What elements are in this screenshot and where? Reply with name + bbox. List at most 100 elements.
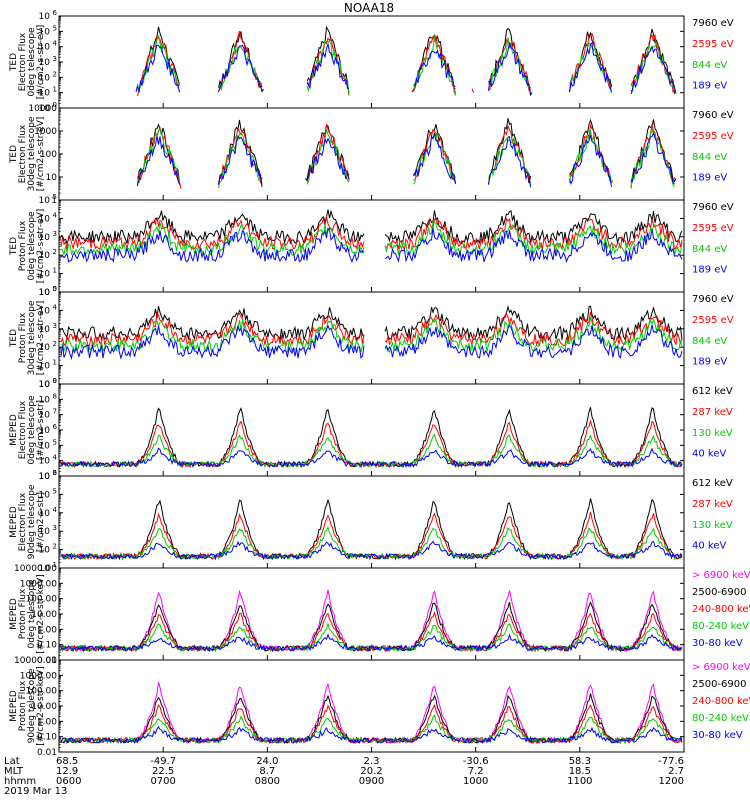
- legend-entry: 287 keV: [692, 499, 733, 510]
- y-axis-label: [#/cm2-s-str-keV]: [36, 574, 46, 653]
- y-axis-label: [#/cm2-s-str-eV]: [36, 209, 46, 284]
- y-tick-exponent: 6: [53, 469, 58, 477]
- legend-entry: 80-240 keV: [692, 713, 749, 724]
- y-tick-exponent: 1: [53, 267, 57, 275]
- y-tick-exponent: 3: [53, 322, 57, 330]
- x-row-label: MLT: [4, 766, 24, 777]
- y-axis-label: Proton Flux: [18, 312, 28, 363]
- legend-entry: 2500-6900: [692, 679, 747, 690]
- legend-entry: 30-80 keV: [692, 730, 743, 741]
- y-tick-exponent: 3: [53, 230, 57, 238]
- y-tick-label: 10.00: [31, 702, 57, 712]
- y-axis-label: 90deg telescope: [27, 668, 37, 743]
- series-trace: [60, 611, 683, 653]
- legend-entry: 30-80 keV: [692, 638, 743, 649]
- y-tick-exponent: 3: [53, 469, 57, 477]
- y-axis-label: Electron Flux: [18, 32, 28, 91]
- y-tick-exponent: 1: [53, 359, 57, 367]
- legend-entry: > 6900 keV: [692, 662, 750, 673]
- y-tick-exponent: 1: [53, 561, 57, 569]
- legend-entry: > 6900 keV: [692, 570, 750, 581]
- panel-7: 0.01 0.10 1.00 10.00 100.00 1000.00 10000.00 ME…: [9, 564, 750, 666]
- y-tick-label: 10: [39, 196, 51, 206]
- y-tick-label: 10: [39, 343, 51, 353]
- x-row-label: Lat: [4, 756, 20, 767]
- y-axis-label: Electron Flux: [18, 400, 28, 459]
- legend-entry: 130 keV: [692, 428, 733, 439]
- y-tick-label: 10: [39, 43, 51, 53]
- y-tick-exponent: 5: [53, 487, 57, 495]
- x-tick-label: 22.5: [152, 766, 174, 777]
- y-tick-label: 10: [39, 380, 51, 390]
- y-tick-label: 10: [39, 411, 51, 421]
- y-axis-label: TED: [9, 53, 19, 72]
- legend-entry: 7960 eV: [692, 294, 734, 305]
- y-tick-label: 10000.00: [14, 656, 57, 666]
- legend-entry: 40 keV: [692, 541, 726, 552]
- series-trace: [137, 25, 675, 97]
- legend-entry: 189 eV: [692, 357, 727, 368]
- legend-entry: 612 keV: [692, 386, 733, 397]
- y-tick-label: 10: [39, 395, 51, 405]
- y-tick-label: 1.00: [37, 717, 57, 727]
- x-tick-label: 58.3: [569, 756, 591, 767]
- figure-title: NOAA18: [344, 1, 394, 15]
- y-tick-exponent: 0: [53, 101, 57, 109]
- y-tick-exponent: 4: [53, 506, 58, 514]
- y-axis-label: 30deg telescope: [27, 116, 37, 191]
- y-tick-exponent: 2: [53, 70, 57, 78]
- series-trace: [60, 216, 683, 251]
- y-tick-exponent: 1: [53, 86, 57, 94]
- y-tick-exponent: 5: [53, 24, 57, 32]
- series-trace: [137, 35, 675, 96]
- y-axis-label: Proton Flux: [18, 680, 28, 731]
- y-tick-exponent: 7: [53, 408, 57, 416]
- legend-entry: 612 keV: [692, 478, 733, 489]
- y-tick-label: 100.00: [26, 595, 58, 605]
- y-axis-label: Electron Flux: [18, 124, 28, 183]
- y-tick-label: 10: [39, 472, 51, 482]
- series-trace: [137, 131, 675, 188]
- y-tick-exponent: 4: [53, 40, 58, 48]
- y-tick-label: 0.10: [37, 733, 57, 743]
- legend-entry: 2595 eV: [692, 39, 734, 50]
- x-tick-label: 18.5: [569, 766, 591, 777]
- series-trace: [137, 123, 675, 189]
- legend-entry: 189 eV: [692, 265, 727, 276]
- series-trace: [60, 714, 683, 745]
- y-tick-exponent: 6: [53, 423, 58, 431]
- panel-8: 0.01 0.10 1.00 10.00 100.00 1000.00 10000.00 ME…: [9, 656, 750, 758]
- y-tick-label: 10: [39, 490, 51, 500]
- legend-entry: 7960 eV: [692, 110, 734, 121]
- legend-entry: 2595 eV: [692, 223, 734, 234]
- y-tick-label: 10: [39, 270, 51, 280]
- series-trace: [60, 324, 683, 361]
- y-tick-label: 10: [46, 173, 58, 183]
- time-axis-table: LatMLThhmm68.512.90600-49.722.5070024.08…: [4, 103, 685, 797]
- y-tick-exponent: 3: [53, 55, 57, 63]
- y-tick-label: 10000: [28, 104, 57, 114]
- x-tick-label: 8.7: [259, 766, 275, 777]
- series-trace: [60, 447, 683, 469]
- y-tick-label: 10: [39, 441, 51, 451]
- series-trace: [60, 221, 683, 257]
- x-row-label: hhmm: [4, 776, 36, 787]
- date-label: 2019 Mar 13: [4, 786, 67, 797]
- y-tick-label: 10: [39, 306, 51, 316]
- x-tick-label: 7.2: [468, 766, 484, 777]
- y-axis-label: [#/cm2-s-str-eV]: [36, 25, 46, 100]
- x-tick-label: 0800: [255, 776, 280, 787]
- y-axis-label: MEPED: [9, 506, 19, 538]
- legend-entry: 2595 eV: [692, 315, 734, 326]
- y-axis-label: TED: [9, 145, 19, 164]
- x-tick-label: 1200: [659, 776, 684, 787]
- x-tick-label: 2.3: [364, 756, 380, 767]
- y-axis-label: TED: [9, 329, 19, 348]
- y-tick-label: 10: [39, 509, 51, 519]
- y-tick-label: 10: [39, 89, 51, 99]
